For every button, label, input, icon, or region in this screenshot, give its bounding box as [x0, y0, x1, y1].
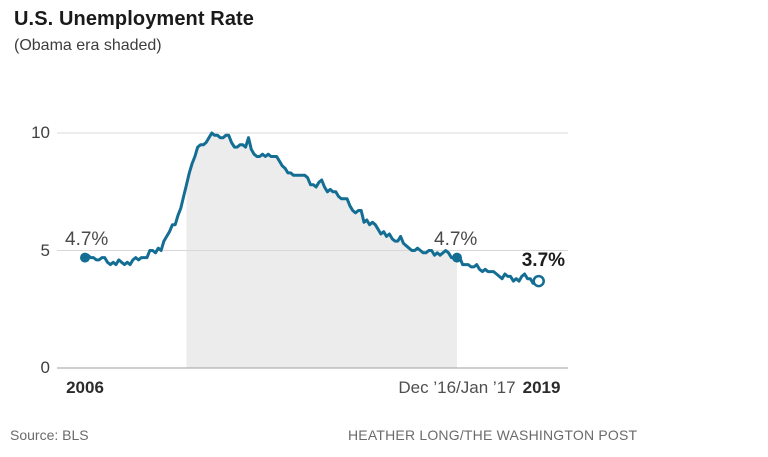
data-point-marker	[452, 252, 462, 263]
credit-label: HEATHER LONG/THE WASHINGTON POST	[348, 427, 638, 443]
unemployment-rate-line	[83, 131, 541, 285]
chart-subtitle: (Obama era shaded)	[14, 37, 162, 54]
chart-title: U.S. Unemployment Rate	[14, 8, 255, 30]
latest-point-marker	[532, 274, 545, 288]
source-label: Source: BLS	[10, 427, 89, 443]
data-point-marker	[80, 252, 90, 263]
